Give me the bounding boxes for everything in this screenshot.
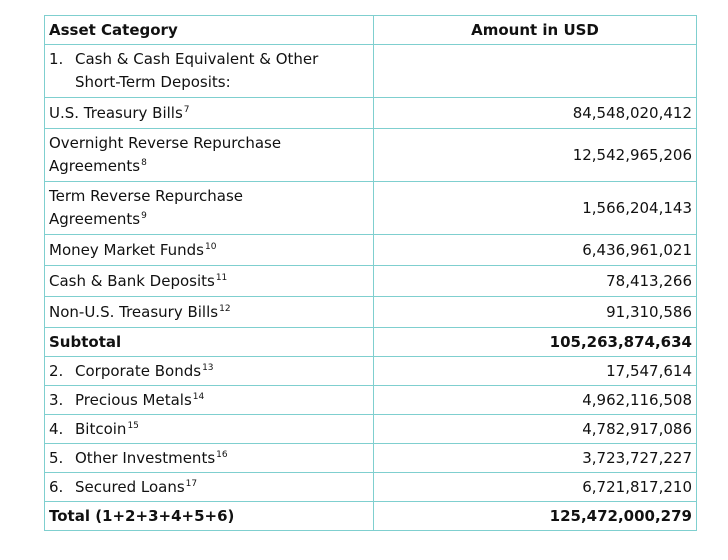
subtotal-amount: 105,263,874,634 [373, 327, 697, 357]
header-category: Asset Category [44, 15, 374, 45]
table-row: Money Market Funds10 6,436,961,021 [44, 234, 697, 266]
table-row: 5. Other Investments16 3,723,727,227 [44, 443, 697, 473]
table-row: U.S. Treasury Bills7 84,548,020,412 [44, 97, 697, 129]
header-amount: Amount in USD [373, 15, 697, 45]
group-amount [373, 44, 697, 98]
total-label: Total (1+2+3+4+5+6) [44, 501, 374, 531]
table-row: 4. Bitcoin15 4,782,917,086 [44, 414, 697, 444]
asset-table: Asset Category Amount in USD 1. Cash & Ca… [44, 15, 697, 531]
table-row: Cash & Bank Deposits11 78,413,266 [44, 265, 697, 297]
header-row: Asset Category Amount in USD [44, 15, 697, 45]
subtotal-row: Subtotal 105,263,874,634 [44, 327, 697, 357]
table-row: 2. Corporate Bonds13 17,547,614 [44, 356, 697, 386]
group-label: 1. Cash & Cash Equivalent & Other Short-T… [44, 44, 374, 98]
table-row: Non-U.S. Treasury Bills12 91,310,586 [44, 296, 697, 328]
table-row: Overnight Reverse Repurchase Agreements8 … [44, 128, 697, 182]
table-row: 6. Secured Loans17 6,721,817,210 [44, 472, 697, 502]
total-row: Total (1+2+3+4+5+6) 125,472,000,279 [44, 501, 697, 531]
table-row: 3. Precious Metals14 4,962,116,508 [44, 385, 697, 415]
table-row: Term Reverse Repurchase Agreements9 1,566… [44, 181, 697, 235]
total-amount: 125,472,000,279 [373, 501, 697, 531]
group-row: 1. Cash & Cash Equivalent & Other Short-T… [44, 44, 697, 98]
subtotal-label: Subtotal [44, 327, 374, 357]
